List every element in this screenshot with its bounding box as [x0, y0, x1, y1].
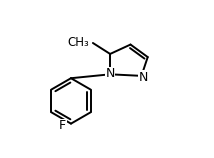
- Text: N: N: [106, 67, 115, 80]
- Text: N: N: [139, 71, 148, 84]
- Text: F: F: [59, 119, 66, 133]
- Text: CH₃: CH₃: [67, 36, 89, 49]
